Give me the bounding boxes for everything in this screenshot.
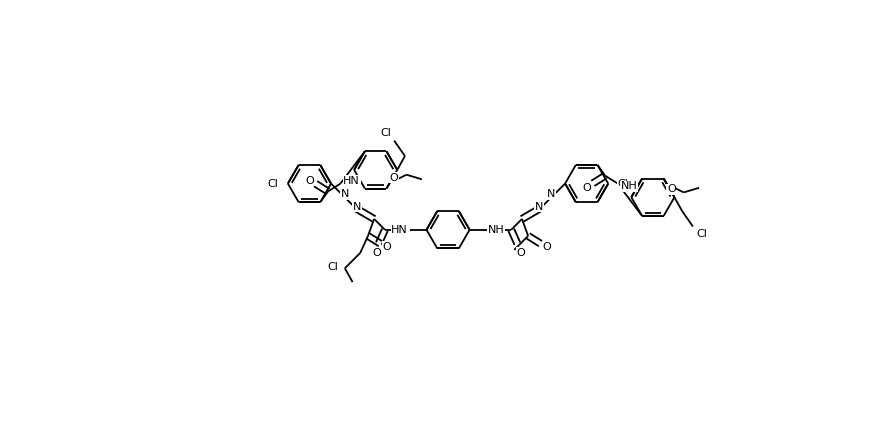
Text: O: O (373, 248, 382, 258)
Text: N: N (353, 201, 361, 212)
Text: N: N (340, 189, 349, 199)
Text: N: N (535, 201, 543, 212)
Text: O: O (389, 173, 398, 183)
Text: N: N (547, 189, 556, 199)
Text: O: O (516, 248, 525, 258)
Text: Cl: Cl (381, 128, 391, 138)
Text: Cl: Cl (618, 178, 628, 189)
Text: O: O (542, 242, 551, 252)
Text: O: O (667, 184, 676, 194)
Text: HN: HN (343, 176, 360, 186)
Text: O: O (382, 242, 391, 252)
Text: Cl: Cl (328, 262, 339, 272)
Text: Cl: Cl (696, 229, 707, 239)
Text: O: O (305, 176, 314, 186)
Text: NH: NH (488, 225, 505, 235)
Text: Cl: Cl (268, 178, 278, 189)
Text: NH: NH (620, 181, 637, 191)
Text: HN: HN (391, 225, 408, 235)
Text: O: O (582, 183, 591, 193)
